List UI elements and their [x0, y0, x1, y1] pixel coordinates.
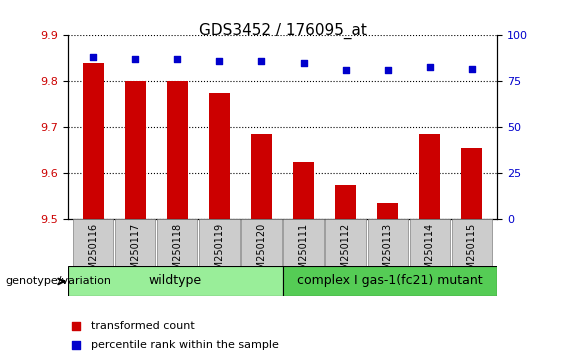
Point [467, 66, 476, 72]
Bar [335, 185, 356, 219]
Point [131, 57, 140, 62]
FancyBboxPatch shape [452, 219, 492, 266]
FancyBboxPatch shape [410, 219, 450, 266]
Point [425, 64, 434, 69]
FancyBboxPatch shape [368, 219, 408, 266]
Text: GSM250117: GSM250117 [130, 223, 140, 282]
FancyBboxPatch shape [68, 266, 282, 296]
Text: GSM250112: GSM250112 [341, 223, 351, 282]
FancyBboxPatch shape [157, 219, 197, 266]
Text: genotype/variation: genotype/variation [6, 276, 112, 286]
Text: GSM250114: GSM250114 [425, 223, 435, 282]
FancyBboxPatch shape [199, 219, 240, 266]
Text: percentile rank within the sample: percentile rank within the sample [92, 340, 279, 350]
Point [341, 68, 350, 73]
Bar [209, 93, 230, 219]
Bar [462, 148, 483, 219]
Text: GSM250115: GSM250115 [467, 223, 477, 282]
Text: GSM250111: GSM250111 [298, 223, 308, 282]
Point [215, 58, 224, 64]
Point [356, 105, 365, 110]
Text: GSM250116: GSM250116 [88, 223, 98, 282]
Bar [419, 134, 440, 219]
Bar [167, 81, 188, 219]
Bar [377, 203, 398, 219]
Point [299, 60, 308, 66]
FancyBboxPatch shape [325, 219, 366, 266]
Text: GSM250118: GSM250118 [172, 223, 182, 282]
Point [89, 55, 98, 60]
FancyBboxPatch shape [283, 219, 324, 266]
Bar [293, 162, 314, 219]
Text: transformed count: transformed count [92, 321, 195, 331]
Point [383, 68, 392, 73]
Text: GSM250120: GSM250120 [257, 223, 267, 282]
FancyBboxPatch shape [73, 219, 113, 266]
Bar [125, 81, 146, 219]
Point [356, 282, 365, 287]
Text: GSM250119: GSM250119 [214, 223, 224, 282]
FancyBboxPatch shape [241, 219, 282, 266]
FancyBboxPatch shape [115, 219, 155, 266]
Bar [251, 134, 272, 219]
Text: GSM250113: GSM250113 [383, 223, 393, 282]
Text: GDS3452 / 176095_at: GDS3452 / 176095_at [198, 23, 367, 39]
Point [257, 58, 266, 64]
Bar [82, 63, 103, 219]
Text: wildtype: wildtype [149, 274, 202, 287]
Point [173, 57, 182, 62]
Text: complex I gas-1(fc21) mutant: complex I gas-1(fc21) mutant [297, 274, 483, 287]
FancyBboxPatch shape [282, 266, 497, 296]
